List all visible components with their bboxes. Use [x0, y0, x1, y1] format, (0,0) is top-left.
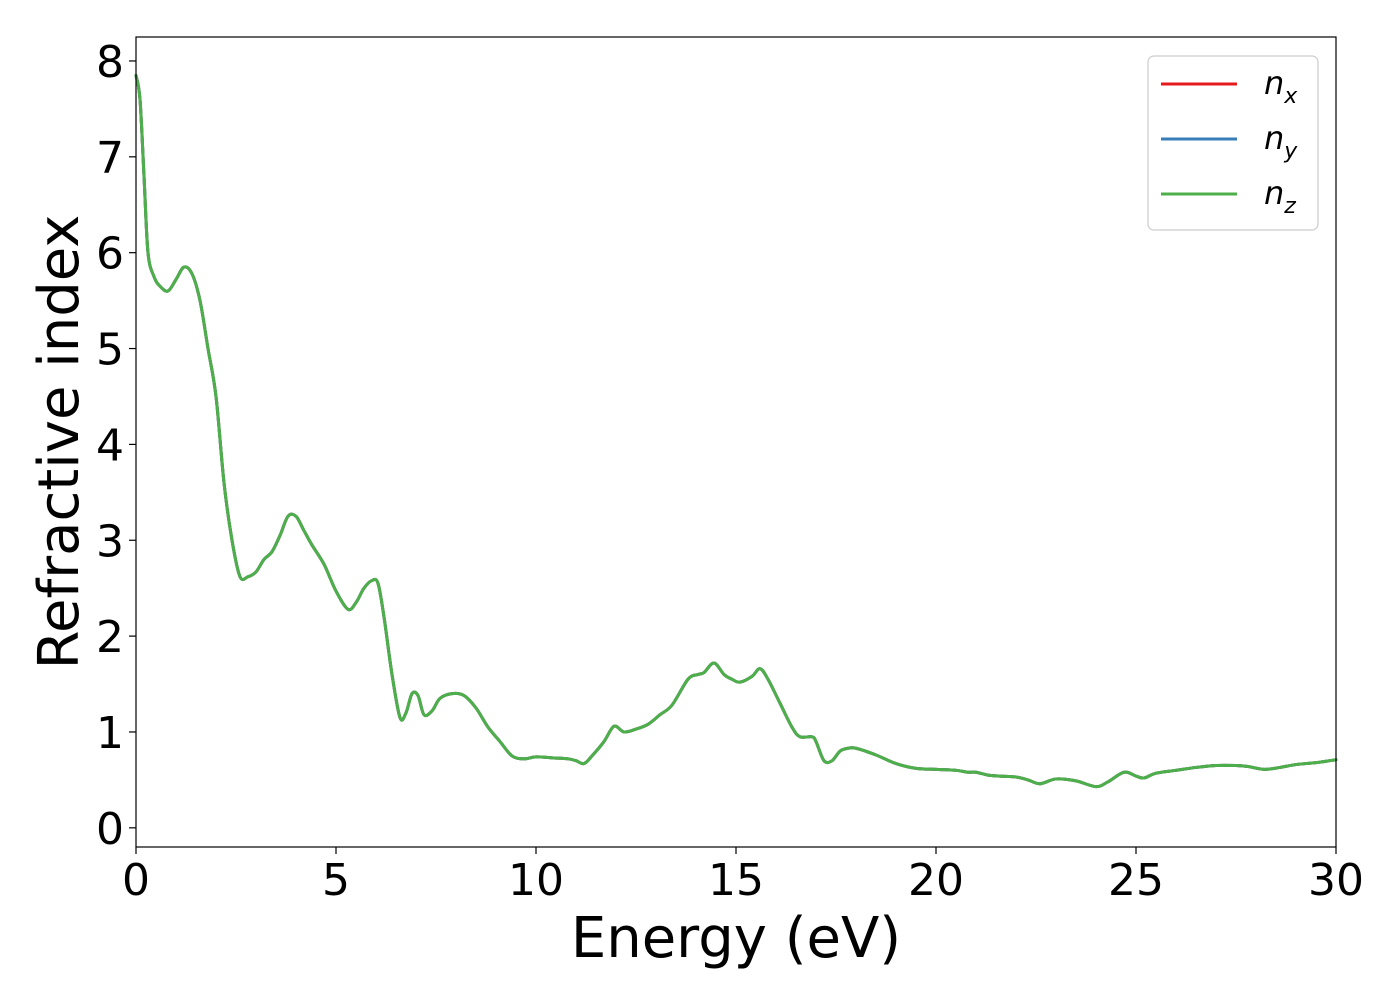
- y-tick-label: 8: [96, 37, 124, 88]
- x-axis-ticks: 0 5 10 15 20 25 30: [122, 847, 1364, 906]
- y-tick-label: 6: [96, 229, 124, 280]
- y-tick-label: 5: [96, 325, 124, 376]
- y-tick-label: 7: [96, 133, 124, 184]
- legend-label-ny: ny: [1264, 119, 1298, 164]
- y-tick-label: 2: [96, 612, 124, 663]
- x-tick-label: 25: [1108, 855, 1164, 906]
- x-axis-title: Energy (eV): [571, 906, 901, 971]
- x-tick-label: 15: [708, 855, 764, 906]
- x-tick-label: 5: [322, 855, 350, 906]
- y-tick-label: 3: [96, 516, 124, 567]
- series-lines: [134, 73, 1338, 789]
- y-tick-label: 4: [96, 420, 124, 471]
- y-tick-label: 1: [96, 708, 124, 759]
- plot-background: [136, 37, 1336, 847]
- y-axis-title: Refractive index: [27, 215, 92, 670]
- x-tick-label: 0: [122, 855, 150, 906]
- legend-label-nz: nz: [1264, 174, 1296, 219]
- x-tick-label: 10: [508, 855, 564, 906]
- y-tick-label: 0: [96, 804, 124, 855]
- x-tick-label: 20: [908, 855, 964, 906]
- legend-label-nx: nx: [1264, 64, 1298, 109]
- x-tick-label: 30: [1308, 855, 1364, 906]
- series-line-nz: [134, 73, 1338, 789]
- legend-box: [1147, 55, 1319, 231]
- legend: nx ny nz: [1147, 55, 1319, 231]
- y-axis-ticks: 0 1 2 3 4 5 6 7 8: [96, 37, 136, 855]
